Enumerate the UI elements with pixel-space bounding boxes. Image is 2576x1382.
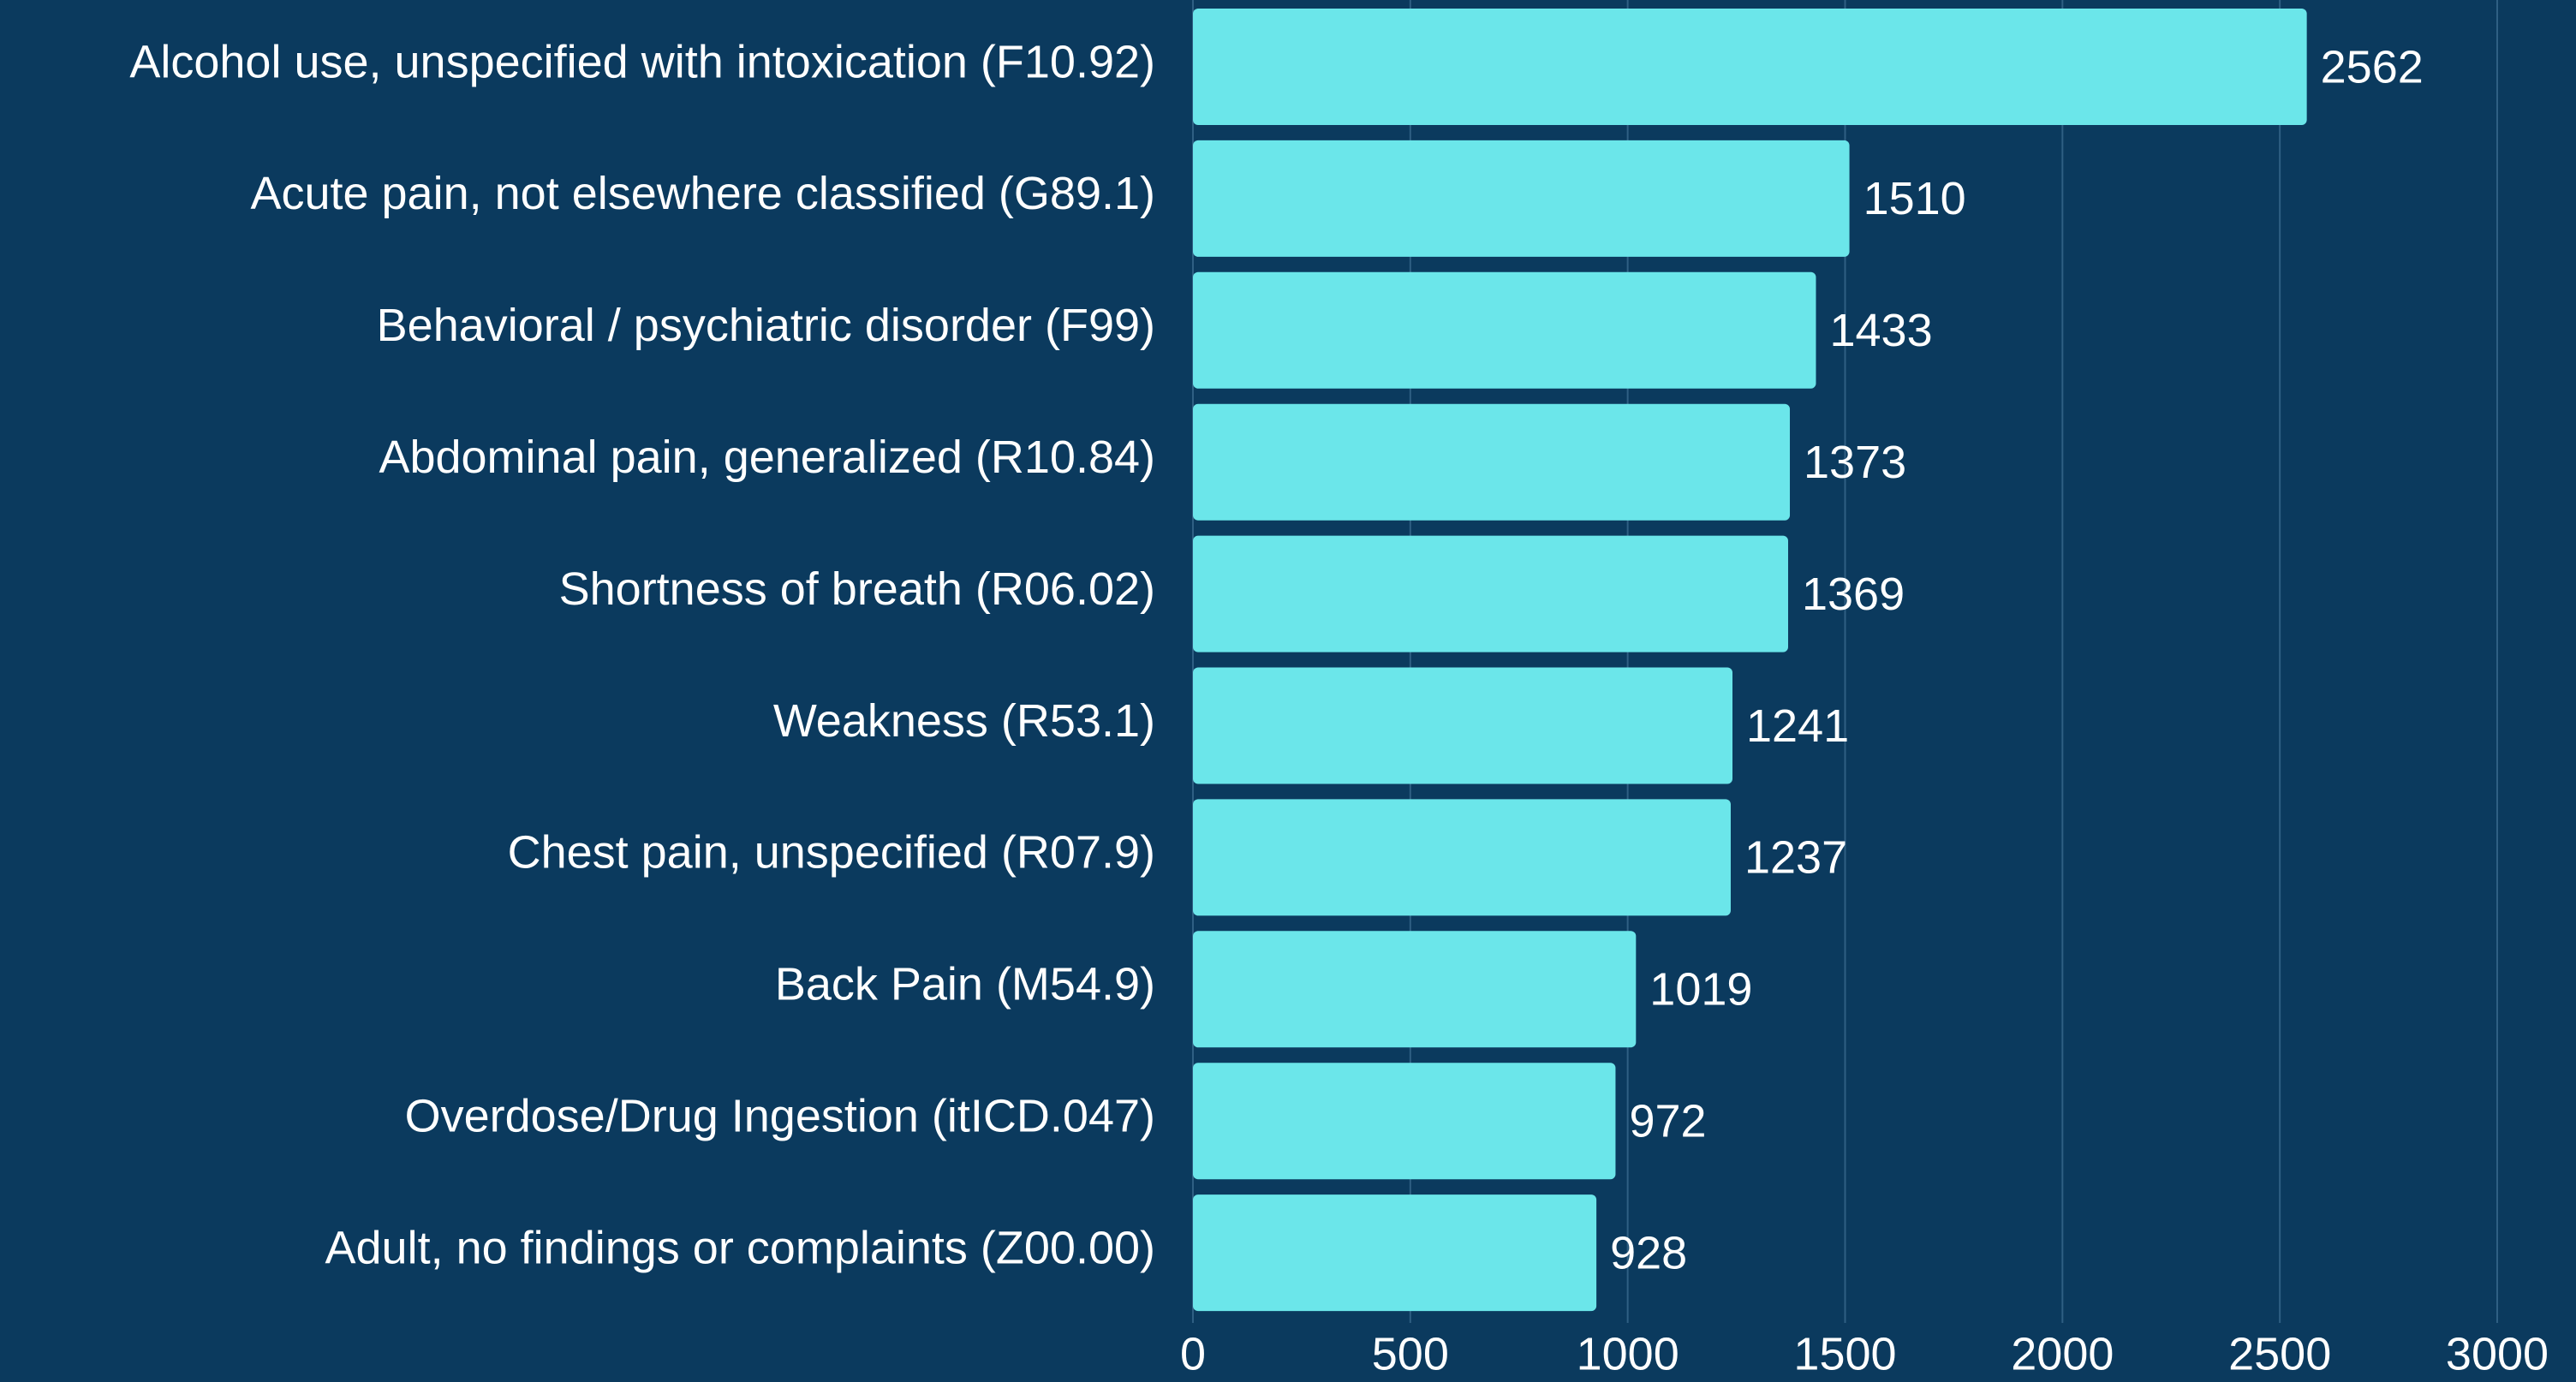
bar xyxy=(1193,1063,1616,1180)
data-label: 928 xyxy=(1610,1227,1687,1278)
bar xyxy=(1193,403,1791,521)
y-tick-label: Abdominal pain, generalized (R10.84) xyxy=(379,432,1155,483)
x-tick-label: 2500 xyxy=(2228,1328,2331,1379)
x-tick-label: 1000 xyxy=(1577,1328,1679,1379)
x-tick-label: 0 xyxy=(1180,1328,1206,1379)
y-tick-label: Shortness of breath (R06.02) xyxy=(559,563,1155,615)
y-tick-label: Chest pain, unspecified (R07.9) xyxy=(508,827,1155,879)
x-tick-label: 1500 xyxy=(1793,1328,1896,1379)
data-label: 1237 xyxy=(1744,832,1847,884)
bar xyxy=(1193,271,1816,389)
x-tick-label: 3000 xyxy=(2446,1328,2549,1379)
bar xyxy=(1193,667,1733,784)
y-tick-label: Overdose/Drug Ingestion (itICD.047) xyxy=(405,1090,1155,1141)
y-tick-label: Alcohol use, unspecified with intoxicati… xyxy=(129,36,1155,87)
data-label: 1510 xyxy=(1863,173,1966,224)
bar xyxy=(1193,140,1850,257)
x-tick-label: 2000 xyxy=(2011,1328,2114,1379)
y-tick-label: Back Pain (M54.9) xyxy=(775,959,1155,1010)
data-label: 1433 xyxy=(1829,305,1932,356)
bar xyxy=(1193,931,1637,1048)
data-label: 1241 xyxy=(1746,700,1849,752)
data-label: 1373 xyxy=(1804,437,1906,488)
data-label: 1369 xyxy=(1802,569,1905,620)
y-tick-label: Behavioral / psychiatric disorder (F99) xyxy=(377,300,1155,351)
y-tick-label: Weakness (R53.1) xyxy=(773,695,1155,747)
bar xyxy=(1193,1194,1597,1312)
data-label: 972 xyxy=(1629,1095,1706,1147)
data-label: 1019 xyxy=(1649,964,1752,1016)
bar xyxy=(1193,535,1788,652)
x-tick-label: 500 xyxy=(1372,1328,1449,1379)
bar xyxy=(1193,9,2307,125)
bar xyxy=(1193,799,1731,916)
y-tick-label: Adult, no findings or complaints (Z00.00… xyxy=(325,1222,1156,1273)
data-label: 2562 xyxy=(2321,41,2424,92)
y-tick-label: Acute pain, not elsewhere classified (G8… xyxy=(250,168,1155,219)
